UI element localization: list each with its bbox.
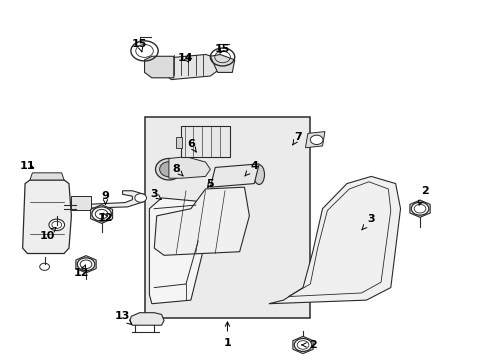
Text: 7: 7 bbox=[292, 132, 302, 145]
Polygon shape bbox=[176, 137, 182, 148]
Text: 3: 3 bbox=[150, 189, 161, 199]
Ellipse shape bbox=[253, 165, 264, 184]
Text: 3: 3 bbox=[361, 215, 374, 230]
Polygon shape bbox=[47, 217, 66, 233]
Circle shape bbox=[49, 219, 64, 230]
Text: 5: 5 bbox=[206, 179, 214, 189]
Text: 10: 10 bbox=[39, 227, 56, 240]
Ellipse shape bbox=[155, 158, 182, 180]
Text: 8: 8 bbox=[172, 164, 183, 176]
Polygon shape bbox=[90, 205, 112, 224]
Text: 12: 12 bbox=[73, 265, 89, 278]
Text: 9: 9 bbox=[102, 191, 109, 204]
Text: 1: 1 bbox=[223, 322, 231, 348]
Polygon shape bbox=[161, 54, 220, 80]
Text: 15: 15 bbox=[214, 44, 230, 54]
Text: 12: 12 bbox=[98, 213, 113, 222]
Polygon shape bbox=[130, 313, 163, 325]
Polygon shape bbox=[149, 198, 205, 304]
Circle shape bbox=[294, 338, 311, 351]
Polygon shape bbox=[168, 157, 210, 178]
Text: 15: 15 bbox=[132, 39, 147, 52]
Polygon shape bbox=[22, 180, 71, 253]
Polygon shape bbox=[210, 54, 234, 72]
Text: 2: 2 bbox=[418, 186, 428, 205]
Polygon shape bbox=[71, 191, 144, 209]
Circle shape bbox=[135, 194, 146, 202]
Text: 6: 6 bbox=[186, 139, 196, 152]
Bar bbox=[181, 126, 229, 157]
Text: 2: 2 bbox=[301, 340, 316, 350]
Text: 13: 13 bbox=[115, 311, 131, 324]
Polygon shape bbox=[210, 164, 259, 187]
Polygon shape bbox=[268, 176, 400, 304]
Ellipse shape bbox=[159, 162, 178, 177]
Polygon shape bbox=[305, 132, 325, 148]
Circle shape bbox=[410, 202, 428, 215]
Bar bbox=[71, 196, 91, 211]
Bar bbox=[144, 117, 310, 318]
Circle shape bbox=[77, 258, 95, 271]
Polygon shape bbox=[30, 173, 64, 180]
Text: 14: 14 bbox=[178, 53, 193, 63]
Text: 11: 11 bbox=[20, 161, 35, 171]
Polygon shape bbox=[409, 200, 429, 217]
Polygon shape bbox=[144, 56, 173, 78]
Polygon shape bbox=[76, 256, 96, 273]
Polygon shape bbox=[154, 187, 249, 255]
Polygon shape bbox=[292, 336, 312, 354]
Text: 4: 4 bbox=[244, 161, 258, 176]
Circle shape bbox=[310, 135, 323, 144]
Circle shape bbox=[92, 207, 111, 221]
